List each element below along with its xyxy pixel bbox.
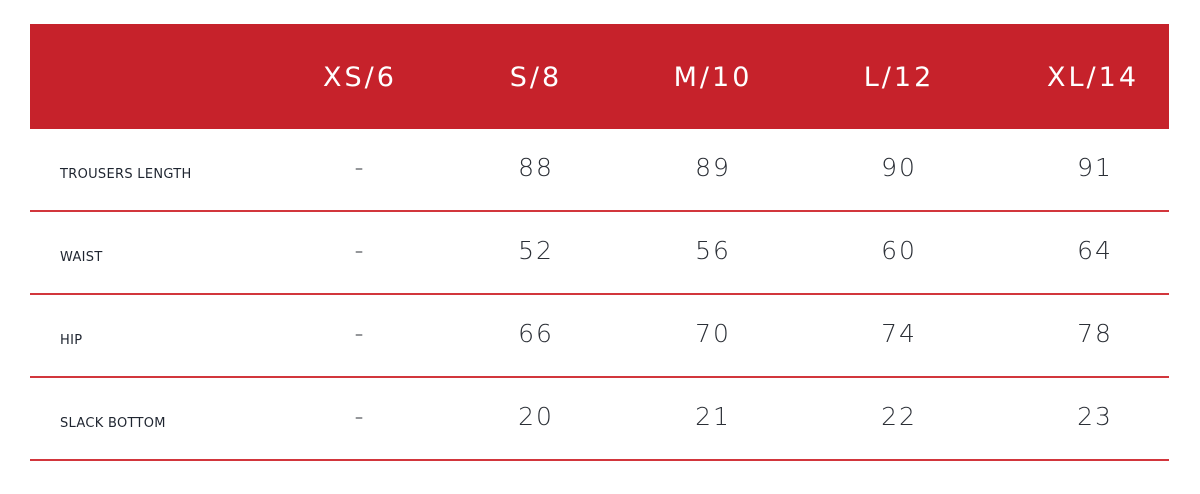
table-row: SLACK BOTTOM - 20 21 22 23 [30, 378, 1169, 461]
header-m: M/10 [673, 62, 753, 93]
table-cell: 66 [518, 319, 554, 348]
table-row: HIP - 66 70 74 78 [30, 295, 1169, 378]
table-cell: 20 [518, 402, 554, 431]
table-row: WAIST - 52 56 60 64 [30, 212, 1169, 295]
row-label: HIP [60, 333, 83, 348]
table-header: XS/6 S/8 M/10 L/12 XL/14 [30, 24, 1169, 129]
table-row: TROUSERS LENGTH - 88 89 90 91 [30, 129, 1169, 212]
table-cell: 52 [518, 236, 554, 265]
table-cell: - [354, 153, 366, 182]
row-label: SLACK BOTTOM [60, 416, 166, 431]
table-cell: 64 [1077, 236, 1113, 265]
row-label: WAIST [60, 250, 103, 265]
table-cell: 74 [881, 319, 917, 348]
table-cell: 56 [695, 236, 731, 265]
header-xl: XL/14 [1047, 62, 1139, 93]
table-cell: 70 [695, 319, 731, 348]
table-cell: 91 [1077, 153, 1113, 182]
table-cell: - [354, 319, 366, 348]
table-cell: 90 [881, 153, 917, 182]
row-label: TROUSERS LENGTH [60, 167, 192, 182]
table-cell: 23 [1077, 402, 1113, 431]
header-l: L/12 [863, 62, 935, 93]
table-cell: 21 [695, 402, 731, 431]
table-cell: 60 [881, 236, 917, 265]
table-cell: 88 [518, 153, 554, 182]
table-cell: - [354, 402, 366, 431]
table-cell: - [354, 236, 366, 265]
table-cell: 89 [695, 153, 731, 182]
table-cell: 78 [1077, 319, 1113, 348]
size-chart-table: XS/6 S/8 M/10 L/12 XL/14 TROUSERS LENGTH… [30, 24, 1169, 461]
header-xs: XS/6 [323, 62, 397, 93]
table-cell: 22 [881, 402, 917, 431]
header-s: S/8 [509, 62, 563, 93]
